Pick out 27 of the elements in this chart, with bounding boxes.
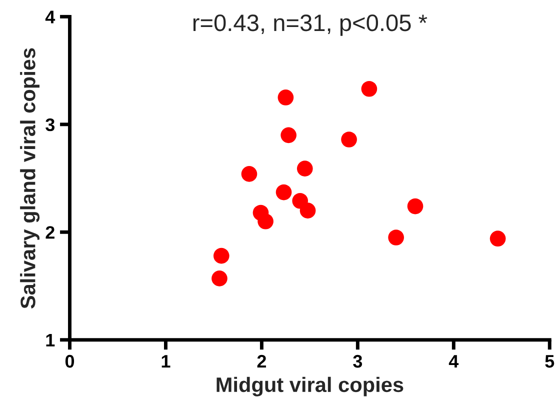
point [341,132,357,148]
y-tick-label: 3 [46,118,55,132]
x-tick-label: 3 [353,354,362,368]
x-tick-label: 0 [65,354,74,368]
y-tick-label: 4 [45,10,56,24]
point [300,202,316,219]
x-tick-label: 1 [162,355,170,368]
point [361,80,378,97]
point [278,90,294,106]
y-tick-label: 1 [46,334,55,346]
point [276,184,292,200]
point [258,213,274,230]
point [212,270,228,286]
point [241,166,258,182]
point [280,127,296,144]
point [388,230,404,246]
y-tick-label: 2 [46,226,54,239]
x-axis-title: Midgut viral copies [216,376,404,396]
x-tick-label: 5 [545,355,554,368]
x-tick-label: 2 [257,354,266,368]
y-axis-title: Salivary gland viral copies [20,48,40,309]
x-tick-label: 4 [448,355,459,368]
chart-title: r=0.43, n=31, p<0.05 * [193,14,428,36]
point [490,230,506,247]
point [213,248,230,264]
point [296,160,313,176]
point [407,198,424,214]
